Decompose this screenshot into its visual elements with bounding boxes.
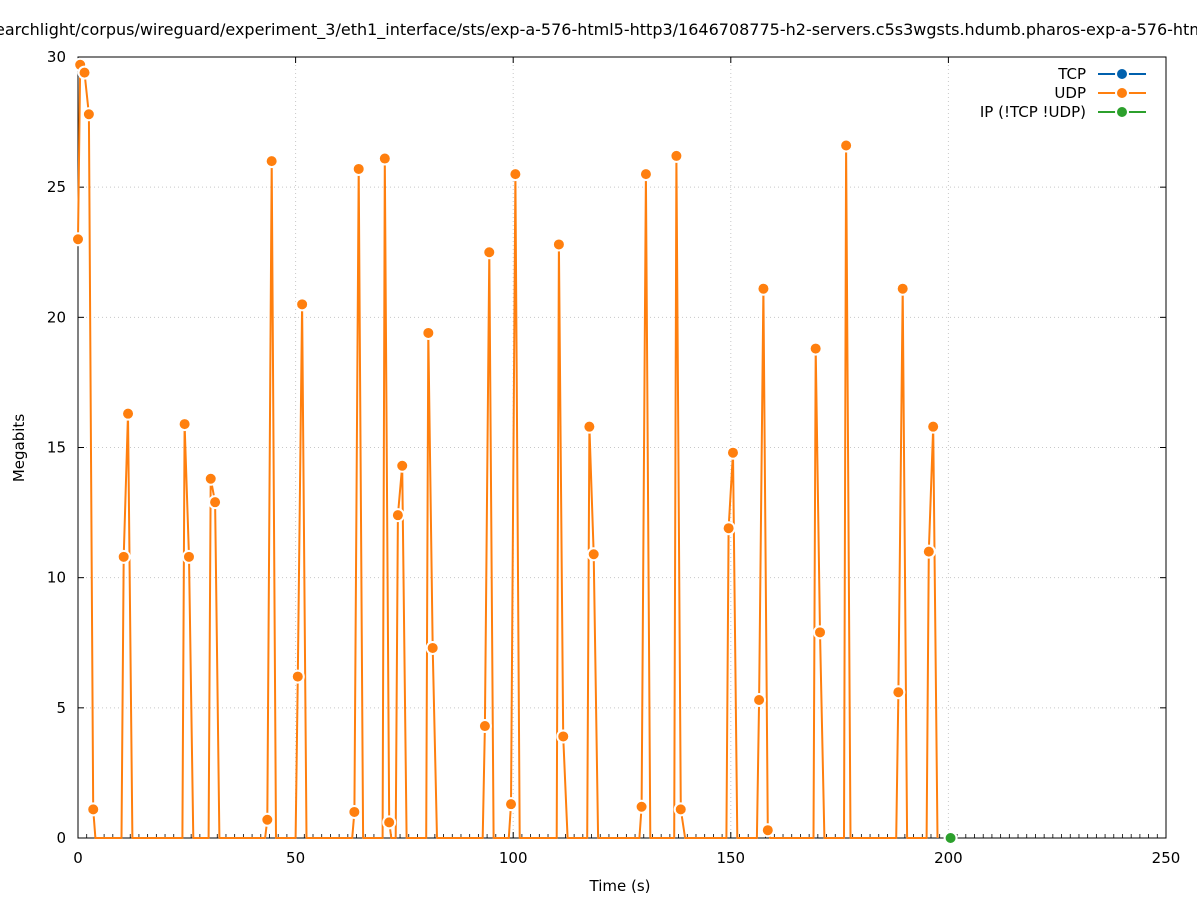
series-point-1	[813, 625, 828, 640]
series-point-1	[382, 815, 397, 830]
series-point-1	[634, 799, 649, 814]
series-point-1	[508, 167, 523, 182]
y-tick-label: 0	[56, 829, 66, 847]
legend-label-0: TCP	[1057, 65, 1086, 83]
series-point-1	[77, 65, 92, 80]
series-point-1	[86, 802, 101, 817]
axes: 0 50 100 150 200 250 0 5 10 15 20 25 30	[47, 48, 1180, 867]
series-point-1	[116, 549, 131, 564]
series-point-1	[756, 281, 771, 296]
series-point-1	[71, 232, 85, 247]
legend-marker-1	[1115, 86, 1129, 100]
series-point-1	[395, 458, 410, 473]
series-point-1	[177, 417, 192, 432]
x-tick-label: 50	[286, 849, 305, 867]
y-tick-label: 15	[47, 439, 66, 457]
chart-title: searchlight/corpus/wireguard/experiment_…	[0, 20, 1197, 40]
legend-marker-2	[1115, 105, 1129, 119]
series-point-1	[551, 237, 566, 252]
x-axis-title: Time (s)	[589, 877, 651, 895]
x-tick-label: 100	[499, 849, 528, 867]
series-point-1	[351, 161, 366, 176]
series-point-1	[260, 812, 275, 827]
series-points	[71, 57, 958, 845]
series-point-1	[421, 325, 436, 340]
series-point-1	[760, 823, 775, 838]
x-tick-label: 200	[934, 849, 963, 867]
series-point-1	[390, 508, 405, 523]
series-point-1	[752, 693, 767, 708]
series-point-1	[808, 341, 823, 356]
series-point-1	[725, 445, 740, 460]
y-tick-label: 20	[47, 308, 66, 326]
legend-label-2: IP (!TCP !UDP)	[980, 103, 1086, 121]
legend-label-1: UDP	[1054, 84, 1086, 102]
series-point-1	[203, 471, 218, 486]
series-point-1	[669, 148, 684, 163]
legend-marker-0	[1115, 67, 1129, 81]
series-point-1	[839, 138, 854, 153]
y-tick-label: 25	[47, 178, 66, 196]
series-point-1	[121, 406, 136, 421]
series-point-1	[582, 419, 597, 434]
series-point-1	[477, 719, 492, 734]
series-point-1	[208, 495, 223, 510]
series-point-1	[347, 804, 362, 819]
x-tick-label: 250	[1152, 849, 1181, 867]
series-lines	[77, 63, 939, 839]
x-tick-label: 0	[73, 849, 83, 867]
series-point-1	[504, 797, 519, 812]
y-tick-label: 10	[47, 569, 66, 587]
series-point-1	[891, 685, 906, 700]
series-point-1	[638, 167, 653, 182]
series-point-1	[556, 729, 571, 744]
series-point-1	[377, 151, 392, 166]
y-tick-label: 5	[56, 699, 66, 717]
grid-lines	[78, 57, 1166, 838]
series-point-1	[295, 297, 310, 312]
series-point-1	[425, 640, 440, 655]
series-point-1	[290, 669, 305, 684]
series-point-1	[926, 419, 941, 434]
series-point-2	[943, 831, 958, 845]
series-point-1	[673, 802, 688, 817]
y-axis-title: Megabits	[10, 414, 28, 482]
series-point-1	[721, 521, 736, 536]
series-point-1	[264, 154, 279, 169]
series-point-1	[895, 281, 910, 296]
series-point-1	[181, 549, 196, 564]
series-point-1	[482, 245, 497, 260]
series-line-1	[77, 63, 939, 839]
series-point-1	[921, 544, 936, 559]
series-point-1	[81, 107, 96, 122]
x-tick-label: 150	[716, 849, 745, 867]
y-tick-label: 30	[47, 48, 66, 66]
series-point-1	[586, 547, 601, 562]
